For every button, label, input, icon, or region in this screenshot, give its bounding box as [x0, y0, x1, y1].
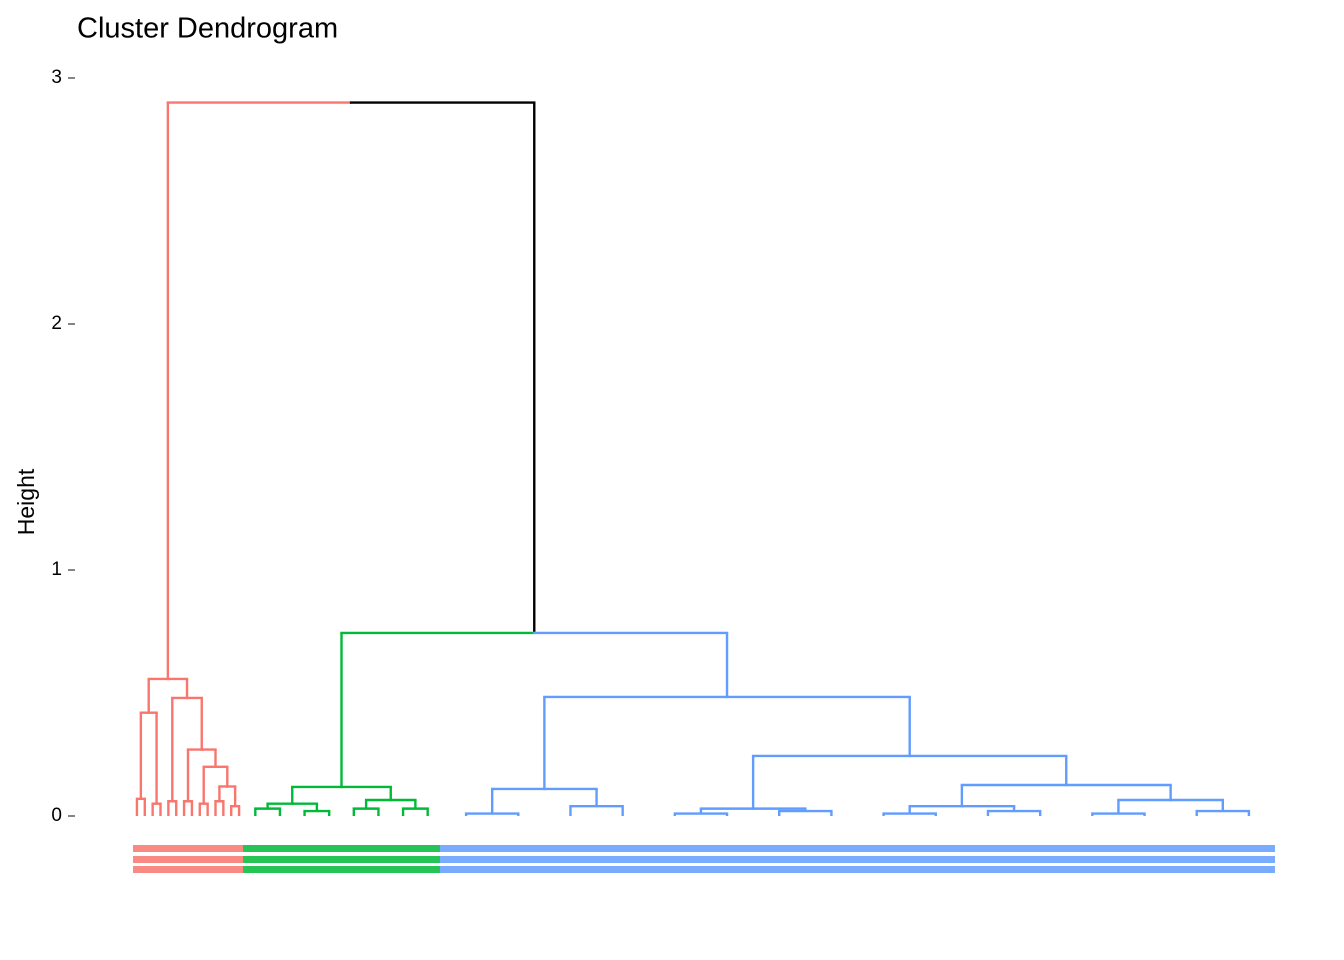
leaf-link	[254, 807, 282, 816]
chart-title: Cluster Dendrogram	[77, 13, 338, 45]
y-tick-label: 2	[51, 313, 62, 334]
leaf-link	[182, 800, 194, 816]
y-tick-label: 0	[51, 805, 62, 826]
leaf-labels	[243, 856, 440, 863]
leaf-labels	[133, 866, 243, 873]
leaf-link	[986, 809, 1042, 816]
leaf-link	[167, 800, 178, 816]
leaf-labels	[440, 866, 1275, 873]
leaf-link	[198, 802, 209, 816]
leaf-link	[401, 807, 429, 816]
leaf-link	[303, 809, 331, 816]
leaf-link	[882, 812, 937, 816]
leaf-link	[778, 809, 833, 816]
leaf-labels	[243, 866, 440, 873]
leaf-link	[464, 812, 520, 816]
leaf-link	[569, 804, 624, 816]
leaf-link	[230, 804, 241, 816]
leaf-link	[214, 800, 225, 816]
leaf-link	[673, 812, 729, 816]
leaf-link	[1091, 812, 1146, 816]
leaf-link	[352, 807, 380, 816]
y-tick-label: 1	[51, 559, 62, 580]
leaf-labels	[243, 845, 440, 852]
leaf-labels	[133, 856, 243, 863]
leaf-labels	[440, 845, 1275, 852]
y-tick-label: 3	[51, 67, 62, 88]
leaf-labels	[440, 856, 1275, 863]
leaf-link	[151, 802, 162, 816]
y-axis-label: Height	[13, 468, 39, 535]
leaf-labels	[133, 845, 243, 852]
leaf-link	[135, 797, 146, 816]
leaf-link	[1195, 809, 1251, 816]
